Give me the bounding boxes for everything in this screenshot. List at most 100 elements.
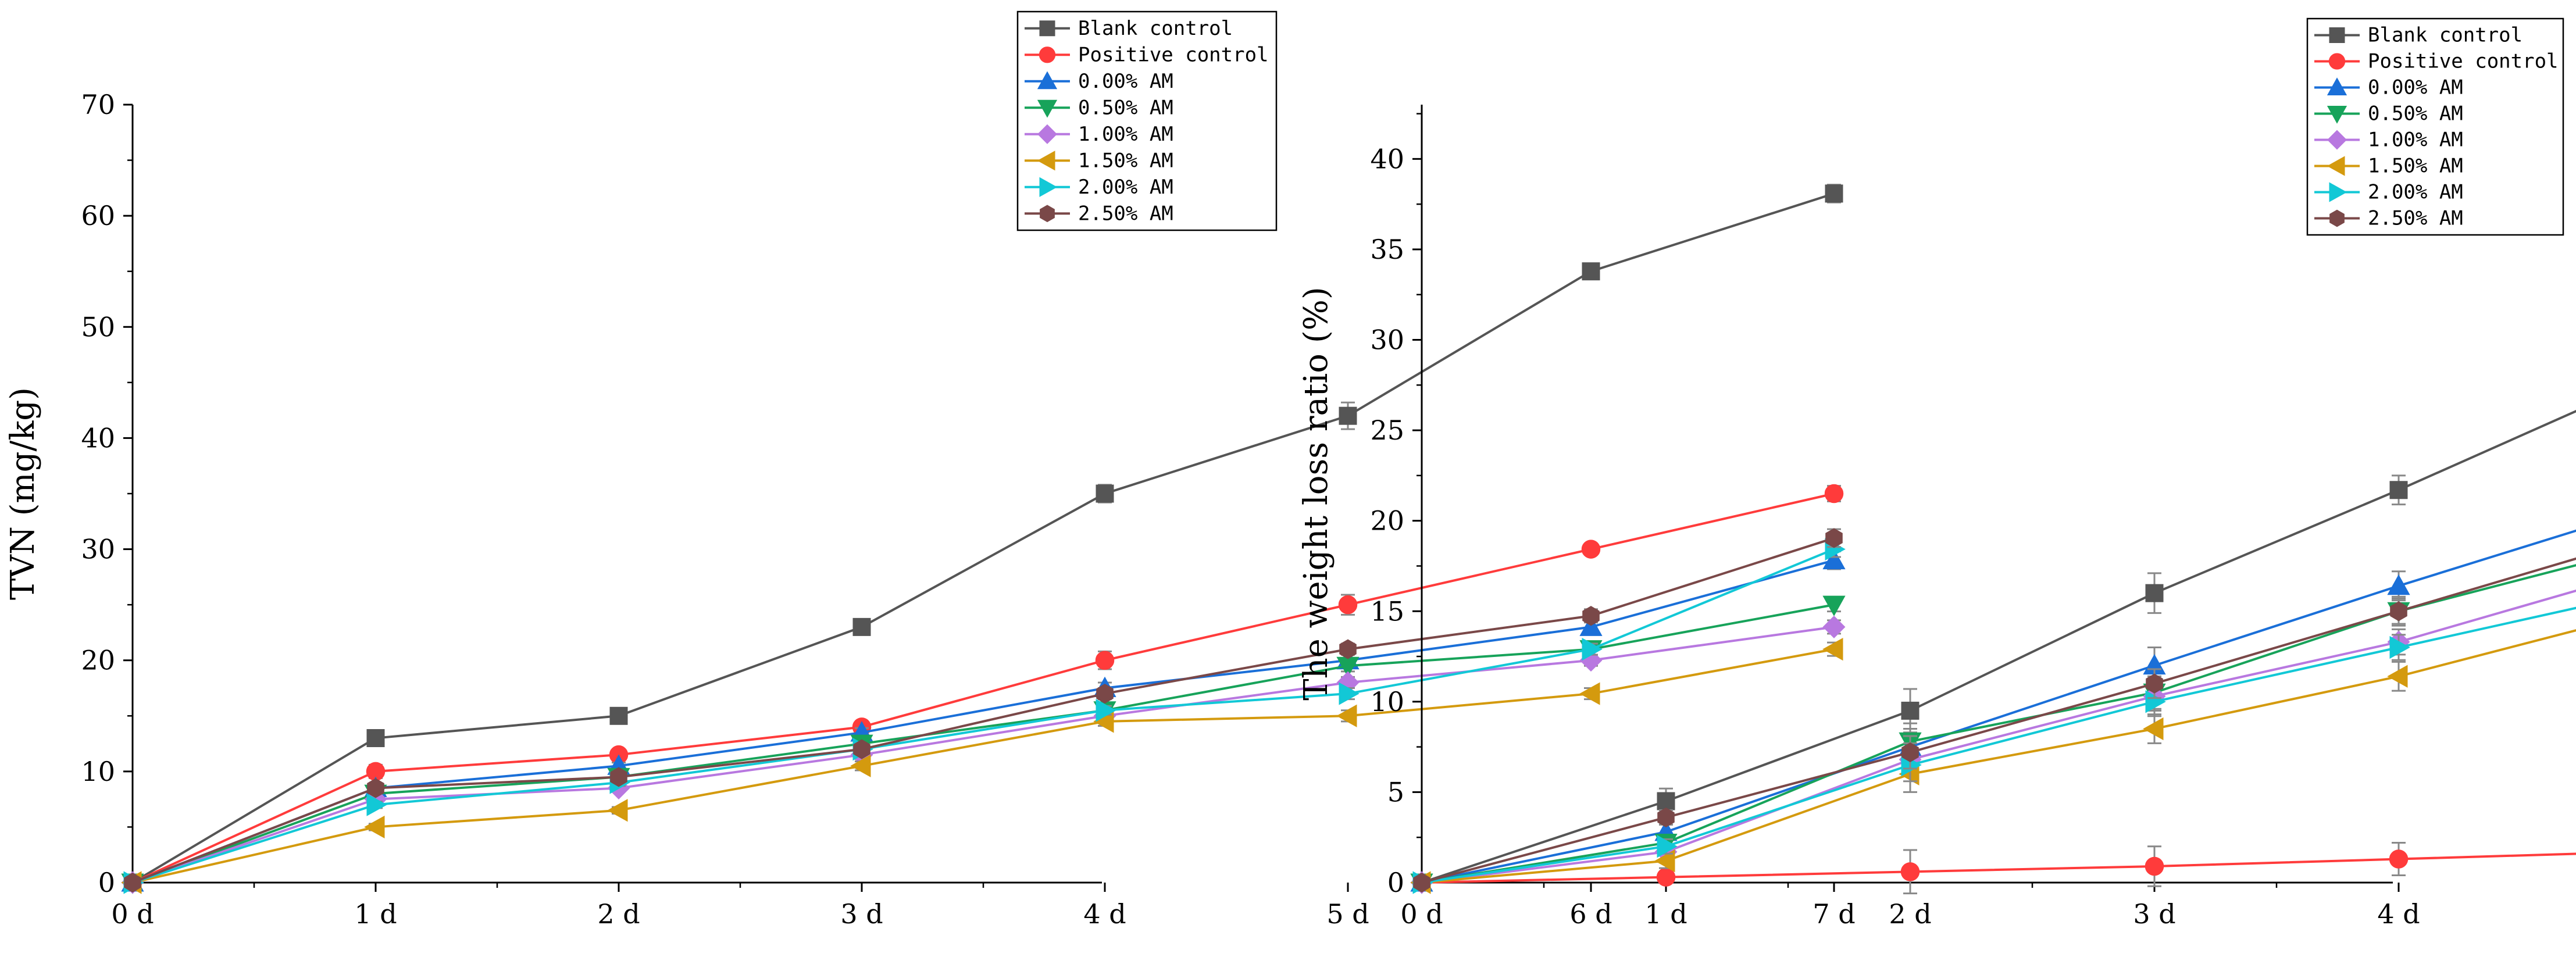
data-point bbox=[853, 739, 870, 759]
legend-item: Positive control bbox=[1025, 43, 1269, 66]
x-tick-label: 2 d bbox=[597, 898, 640, 930]
legend-item: 2.50% AM bbox=[2314, 207, 2463, 230]
x-tick-label: 5 d bbox=[1326, 898, 1369, 930]
data-point bbox=[1901, 701, 1919, 720]
series-line bbox=[1421, 557, 2576, 884]
legend-swatch-marker bbox=[2327, 130, 2347, 150]
legend-label: 2.50% AM bbox=[2368, 207, 2463, 230]
data-point bbox=[366, 793, 387, 816]
y-axis-title: The weight loss ratio (%) bbox=[1297, 287, 1335, 700]
y-tick-label: 5 bbox=[1387, 776, 1404, 808]
data-point bbox=[2390, 601, 2407, 622]
series-line bbox=[132, 559, 1835, 884]
legend-item: 1.50% AM bbox=[2314, 155, 2463, 178]
data-point bbox=[1582, 262, 1600, 281]
data-point bbox=[1657, 807, 1675, 828]
legend-swatch-marker bbox=[1040, 205, 1055, 223]
data-point bbox=[1579, 682, 1600, 705]
x-tick-label: 3 d bbox=[840, 898, 883, 930]
data-point bbox=[1096, 699, 1116, 722]
data-point bbox=[2389, 849, 2409, 869]
legend-item: 0.00% AM bbox=[2314, 76, 2463, 99]
series-line bbox=[1421, 529, 2576, 884]
data-point bbox=[366, 729, 385, 748]
data-point bbox=[1822, 548, 1846, 570]
legend-item: 0.00% AM bbox=[1025, 70, 1173, 93]
legend-label: 0.00% AM bbox=[1078, 70, 1173, 93]
legend: Blank control Positive control 0.00% AM 0.5… bbox=[1016, 10, 1278, 231]
series-line bbox=[132, 626, 1835, 884]
legend-label: 1.00% AM bbox=[2368, 128, 2463, 152]
series-line bbox=[1421, 410, 2576, 884]
data-point bbox=[852, 617, 871, 636]
y-tick-label: 50 bbox=[81, 311, 115, 342]
legend-label: Positive control bbox=[2368, 50, 2559, 73]
y-tick-label: 0 bbox=[98, 867, 115, 898]
data-point bbox=[124, 872, 141, 893]
x-tick-label: 3 d bbox=[2133, 898, 2175, 930]
data-point bbox=[2145, 856, 2164, 876]
data-point bbox=[2145, 690, 2166, 713]
data-point bbox=[2387, 665, 2408, 688]
y-tick-label: 25 bbox=[1370, 415, 1404, 446]
data-point bbox=[1657, 835, 1678, 858]
series-line bbox=[1421, 629, 2576, 884]
legend-label: Positive control bbox=[1078, 43, 1269, 66]
x-tick-label: 0 d bbox=[111, 898, 154, 930]
legend-box bbox=[2306, 17, 2564, 236]
x-tick-label: 2 d bbox=[1889, 898, 1931, 930]
y-tick-label: 20 bbox=[1370, 505, 1404, 537]
legend-swatch-marker bbox=[2329, 27, 2345, 43]
series-2-00-am bbox=[123, 537, 1846, 894]
legend-item: Positive control bbox=[2314, 50, 2559, 73]
legend-item: 2.00% AM bbox=[1025, 176, 1173, 199]
y-tick-label: 70 bbox=[81, 89, 115, 120]
series-line bbox=[131, 192, 1835, 884]
data-point bbox=[1339, 406, 1357, 425]
legend-label: 2.00% AM bbox=[1078, 176, 1173, 199]
legend-label: 1.50% AM bbox=[2368, 155, 2463, 178]
data-point bbox=[1824, 484, 1844, 504]
legend-item: 2.50% AM bbox=[1025, 202, 1173, 225]
legend-swatch-marker bbox=[1039, 20, 1055, 37]
y-tick-label: 10 bbox=[1370, 686, 1404, 717]
data-point bbox=[1339, 639, 1357, 659]
legend-swatch-marker bbox=[1039, 177, 1058, 197]
data-point bbox=[607, 799, 628, 822]
legend-item: 1.50% AM bbox=[1025, 149, 1173, 172]
data-point bbox=[2389, 481, 2408, 499]
data-point bbox=[1096, 484, 1114, 503]
data-point bbox=[2143, 717, 2164, 741]
data-point bbox=[610, 767, 627, 787]
data-point bbox=[1657, 792, 1675, 810]
legend: Blank control Positive control 0.00% AM 0.5… bbox=[2306, 17, 2564, 236]
legend-swatch-marker bbox=[1037, 99, 1058, 118]
y-axis-title: TVN (mg/kg) bbox=[4, 387, 42, 600]
legend-item: 0.50% AM bbox=[2314, 102, 2463, 126]
data-point bbox=[1339, 682, 1360, 705]
y-tick-label: 60 bbox=[81, 200, 115, 231]
legend-label: 1.00% AM bbox=[1078, 123, 1173, 146]
x-tick-label: 1 d bbox=[1644, 898, 1687, 930]
legend-label: 1.50% AM bbox=[1078, 149, 1173, 172]
y-tick-label: 15 bbox=[1370, 595, 1404, 627]
series-line bbox=[132, 648, 1835, 884]
data-point bbox=[1095, 651, 1115, 670]
y-tick-label: 40 bbox=[81, 422, 115, 453]
data-point bbox=[1581, 540, 1601, 559]
x-tick-label: 0 d bbox=[1400, 898, 1443, 930]
series-blank-control bbox=[1412, 410, 2576, 892]
data-point bbox=[1822, 638, 1843, 661]
data-point bbox=[1654, 849, 1675, 873]
legend-label: 0.50% AM bbox=[1078, 96, 1173, 119]
legend-item: 0.50% AM bbox=[1025, 96, 1173, 119]
legend-item: Blank control bbox=[1025, 17, 1233, 40]
legend-label: 0.50% AM bbox=[2368, 102, 2463, 126]
series-line bbox=[132, 492, 1835, 884]
series-blank-control bbox=[123, 184, 1843, 892]
series-line bbox=[132, 537, 1835, 884]
data-point bbox=[1582, 638, 1603, 661]
y-tick-label: 20 bbox=[81, 645, 115, 676]
series-2-50-am bbox=[1413, 557, 2576, 893]
